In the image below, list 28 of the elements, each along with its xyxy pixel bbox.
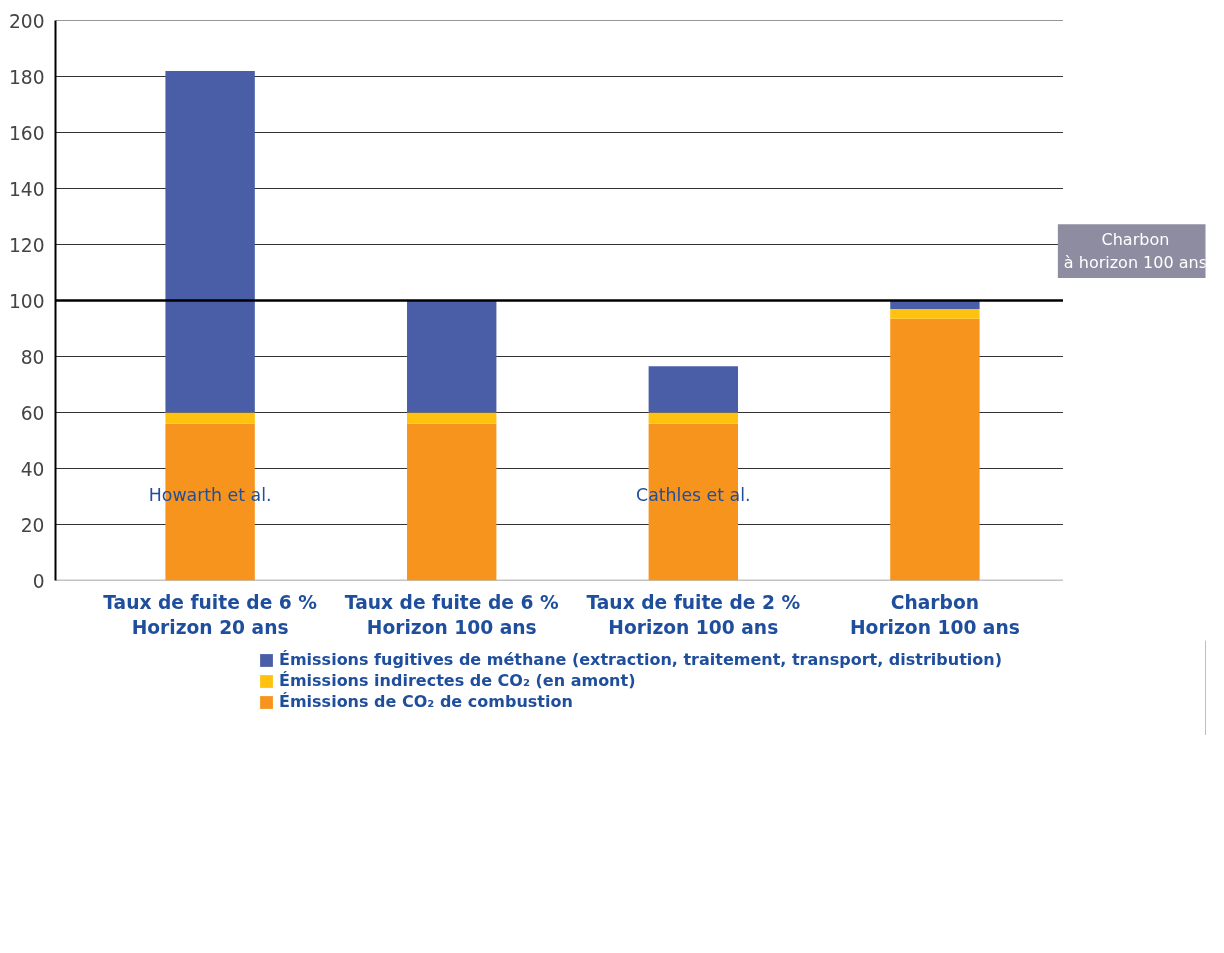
y-tick-label: 140: [8, 178, 45, 200]
y-tick-label: 120: [8, 234, 45, 256]
x-tick-label: Taux de fuite de 6 % Horizon 20 ans: [103, 591, 318, 638]
y-tick-label: 20: [20, 514, 45, 536]
bar: [648, 366, 739, 413]
x-tick-label: Taux de fuite de 2 % Horizon 100 ans: [586, 591, 801, 638]
y-tick-label: 60: [20, 402, 45, 424]
y-tick-label: 100: [8, 290, 45, 312]
y-tick-label: 80: [20, 346, 45, 368]
bar: [165, 412, 255, 424]
y-tick-label: 0: [32, 570, 45, 592]
x-tick-label: Taux de fuite de 6 % Horizon 100 ans: [344, 591, 559, 638]
y-tick-label: 160: [8, 122, 45, 144]
bar: [407, 423, 497, 581]
legend-label: Émissions fugitives de méthane (extraction, traitement, transport, distribution): [279, 650, 1002, 669]
bar: [407, 300, 497, 413]
bar: [165, 70, 255, 413]
y-tick-label: 180: [8, 66, 45, 88]
x-tick-label: Charbon Horizon 100 ans: [849, 591, 1020, 638]
legend-label: Émissions indirectes de CO₂ (en amont): [279, 671, 636, 690]
bar: [890, 308, 980, 319]
legend-label: Émissions de CO₂ de combustion: [279, 692, 573, 711]
bar: [407, 412, 497, 424]
y-tick-label: 200: [8, 10, 45, 32]
bar: [648, 412, 739, 424]
bar: [890, 318, 980, 581]
ref-line-label: Charbon à horizon 100 ans: [1063, 230, 1208, 273]
y-tick-label: 40: [20, 458, 45, 480]
